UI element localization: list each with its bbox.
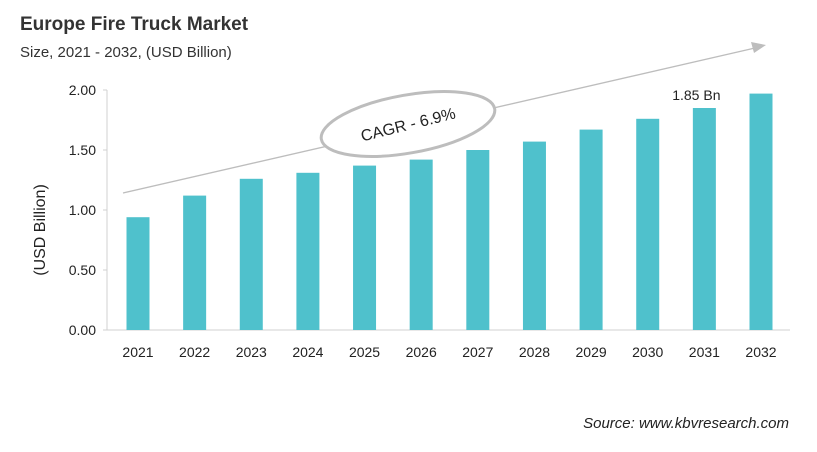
bar-2022 xyxy=(183,195,207,330)
bar-2026 xyxy=(409,159,433,330)
chart-subtitle: Size, 2021 - 2032, (USD Billion) xyxy=(20,44,232,61)
x-tick-label: 2030 xyxy=(632,344,663,360)
trend-arrowhead xyxy=(751,42,766,53)
x-tick-label: 2031 xyxy=(689,344,720,360)
x-tick-label: 2029 xyxy=(576,344,607,360)
source-note: Source: www.kbvresearch.com xyxy=(583,415,789,432)
y-tick-label: 1.00 xyxy=(69,202,96,218)
cagr-ellipse xyxy=(319,90,497,158)
bar-2024 xyxy=(296,172,320,330)
y-tick-label: 2.00 xyxy=(69,82,96,98)
bar-2027 xyxy=(466,150,490,330)
bar-2028 xyxy=(522,141,546,330)
x-tick-label: 2023 xyxy=(236,344,267,360)
data-label: 1.85 Bn xyxy=(672,87,720,103)
bar-2023 xyxy=(239,178,263,330)
bar-2030 xyxy=(636,118,660,330)
x-tick-label: 2024 xyxy=(292,344,323,360)
x-tick-label: 2028 xyxy=(519,344,550,360)
bar-2031 xyxy=(692,108,716,330)
x-tick-label: 2027 xyxy=(462,344,493,360)
x-tick-label: 2025 xyxy=(349,344,380,360)
chart-title: Europe Fire Truck Market xyxy=(20,14,249,35)
x-tick-label: 2032 xyxy=(745,344,776,360)
x-tick-label: 2026 xyxy=(406,344,437,360)
y-tick-label: 1.50 xyxy=(69,142,96,158)
bar-2021 xyxy=(126,217,150,330)
x-tick-label: 2021 xyxy=(122,344,153,360)
y-tick-label: 0.50 xyxy=(69,262,96,278)
y-axis-label: (USD Billion) xyxy=(32,184,49,276)
x-tick-label: 2022 xyxy=(179,344,210,360)
bar-2029 xyxy=(579,129,603,330)
y-tick-label: 0.00 xyxy=(69,322,96,338)
bar-2025 xyxy=(353,165,377,330)
bar-2032 xyxy=(749,93,773,330)
